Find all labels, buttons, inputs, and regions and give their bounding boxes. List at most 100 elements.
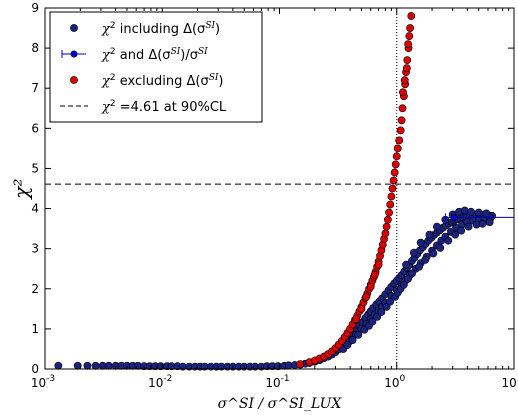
data-point <box>405 32 414 40</box>
axes-layer: 0 1 2 3 4 5 6 7 8 9 10-3 10-2 10-1 100 101 χ² σ^SI / σ^S… <box>9 1 518 412</box>
data-point <box>457 226 466 235</box>
data-point <box>368 317 377 326</box>
data-point <box>399 88 407 97</box>
y-tick-label: 0 <box>31 362 39 376</box>
legend-box <box>49 11 263 123</box>
data-point <box>450 213 458 221</box>
data-point <box>381 229 390 238</box>
data-point <box>393 144 402 153</box>
legend-label: χ2 and Δ(σSI)/σSI <box>101 47 208 63</box>
data-point <box>374 260 383 269</box>
data-point <box>404 40 413 48</box>
data-point <box>391 160 400 169</box>
data-point <box>460 206 469 215</box>
series-2 <box>296 12 416 369</box>
x-tick-label: 10-3 <box>31 374 55 390</box>
data-point <box>386 200 395 209</box>
data-point <box>400 76 409 85</box>
data-point <box>467 207 475 216</box>
data-point <box>406 24 415 32</box>
data-point <box>451 230 460 239</box>
data-point <box>399 280 408 289</box>
data-point <box>83 361 92 370</box>
data-point <box>396 126 405 135</box>
data-point <box>296 360 305 369</box>
data-point <box>387 192 396 201</box>
data-point <box>478 219 487 228</box>
data-point <box>91 361 100 370</box>
data-point <box>382 222 391 231</box>
data-point <box>482 209 491 218</box>
data-point <box>343 341 352 349</box>
x-tick-label: 100 <box>384 374 405 390</box>
data-point <box>416 238 425 247</box>
y-tick-label: 5 <box>31 161 39 175</box>
data-point <box>385 208 393 217</box>
data-point <box>436 243 445 252</box>
data-point <box>425 230 434 239</box>
legend-entry-0: χ2 including Δ(σSI) <box>70 21 220 37</box>
data-point <box>54 361 63 370</box>
legend-marker <box>70 50 78 58</box>
data-point <box>357 304 366 313</box>
data-point <box>415 262 423 271</box>
series-layer <box>54 12 514 371</box>
data-point <box>408 269 416 278</box>
data-point <box>402 260 410 269</box>
data-point <box>392 152 401 161</box>
legend-entry-3: χ2 =4.61 at 90%CL <box>60 99 227 115</box>
data-point <box>354 331 363 339</box>
legend-label: χ2 =4.61 at 90%CL <box>101 99 227 115</box>
y-tick-label: 3 <box>31 242 39 256</box>
y-tick-label: 2 <box>31 282 39 296</box>
data-point <box>404 274 413 283</box>
data-point <box>407 12 416 20</box>
data-point <box>386 297 395 306</box>
data-point <box>409 248 418 257</box>
data-point <box>474 208 483 217</box>
data-point <box>383 215 392 224</box>
data-point <box>444 236 453 245</box>
data-point <box>485 218 494 227</box>
data-point <box>402 64 411 73</box>
data-point <box>398 104 407 113</box>
x-tick-label: 10-1 <box>265 374 289 390</box>
y-tick-label: 6 <box>31 121 39 135</box>
y-tick-label: 4 <box>31 202 39 216</box>
legend-label: χ2 including Δ(σSI) <box>101 21 220 37</box>
data-point <box>352 314 360 323</box>
data-point <box>397 116 406 125</box>
data-point <box>373 312 382 321</box>
data-point <box>464 222 473 231</box>
data-point <box>432 222 441 231</box>
series-1 <box>444 213 514 222</box>
x-tick-label: 10-2 <box>148 374 172 390</box>
legend-entry-2: χ2 excluding Δ(σSI) <box>70 73 224 89</box>
y-tick-label: 8 <box>31 41 39 55</box>
data-point <box>388 184 397 193</box>
legend-entry-1: χ2 and Δ(σSI)/σSI <box>61 47 208 63</box>
data-point <box>362 292 371 301</box>
data-point <box>389 176 398 185</box>
data-point <box>390 168 399 177</box>
y-tick-label: 9 <box>31 1 39 15</box>
data-point <box>395 136 404 145</box>
y-tick-label: 1 <box>31 322 39 336</box>
data-point <box>370 270 379 279</box>
legend-label: χ2 excluding Δ(σSI) <box>101 73 224 89</box>
legend-marker <box>70 24 78 32</box>
data-point <box>403 56 412 65</box>
data-point <box>104 361 113 370</box>
y-tick-label: 7 <box>31 81 39 95</box>
x-axis-label: σ^SI / σ^SI_LUX <box>218 396 343 412</box>
legend-marker <box>70 76 78 84</box>
x-tick-label: 101 <box>501 374 518 390</box>
data-point <box>421 255 430 264</box>
y-axis-label: χ² <box>9 178 33 200</box>
data-point <box>348 336 357 345</box>
data-point <box>429 249 438 258</box>
data-point <box>366 282 375 291</box>
data-point <box>377 308 386 316</box>
plot-area <box>45 8 514 369</box>
